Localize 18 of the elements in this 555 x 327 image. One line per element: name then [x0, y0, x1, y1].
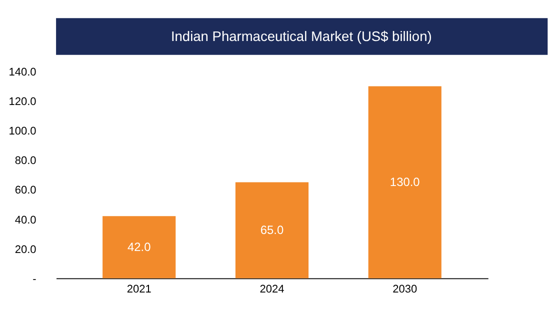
y-tick-label: 120.0 — [8, 96, 36, 108]
data-label: 42.0 — [127, 240, 152, 254]
x-tick-label: 2024 — [260, 283, 284, 296]
bar — [102, 216, 176, 278]
chart-title: Indian Pharmaceutical Market (US$ billion) — [170, 29, 432, 44]
bar — [235, 182, 309, 278]
y-tick-label: 140.0 — [8, 66, 36, 79]
y-tick-label: 40.0 — [14, 214, 36, 226]
data-label: 65.0 — [260, 222, 284, 237]
x-tick-label: 2030 — [392, 283, 418, 296]
y-tick-label: 20.0 — [14, 244, 36, 256]
y-tick-label: 80.0 — [14, 155, 36, 168]
x-tick-label: 2021 — [126, 283, 152, 296]
y-tick-label: - — [32, 273, 37, 286]
bar — [368, 86, 442, 278]
data-label: 130.0 — [390, 174, 420, 189]
y-tick-label: 60.0 — [14, 184, 36, 197]
y-tick-label: 100.0 — [8, 126, 36, 138]
